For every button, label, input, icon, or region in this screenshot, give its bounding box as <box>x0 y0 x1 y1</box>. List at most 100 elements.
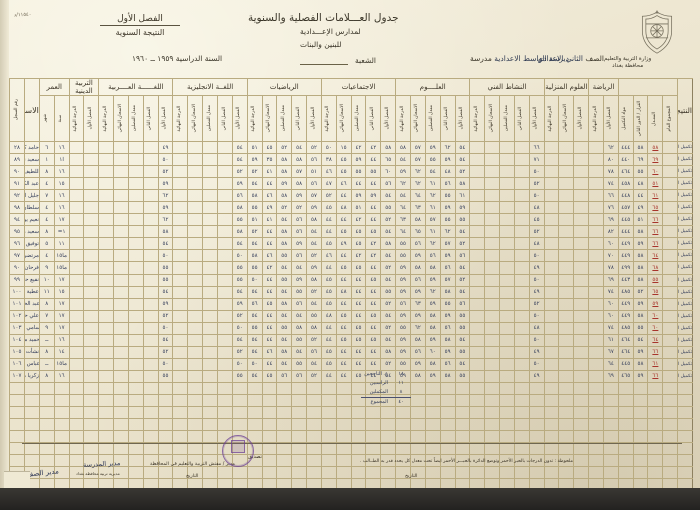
grade-cell: ٥٥ <box>395 357 411 371</box>
subheader-label: الدرجة النهائية <box>548 105 554 132</box>
registry-number-cell: ٩٨ <box>8 201 26 215</box>
table-row[interactable]: تكميل الرياضيات٦٦٥٩٤٦٥٦٩٤٩٥٥٥٨٥٩٥٨٥٩٥٤٤٤… <box>8 369 693 383</box>
grade-cell <box>662 345 679 359</box>
grade-cell <box>98 406 115 420</box>
grade-cell: ٥٩ <box>424 140 441 155</box>
grade-cell: ٥٧ <box>291 165 308 179</box>
grade-cell <box>320 393 337 408</box>
grade-cell <box>142 357 159 371</box>
table-row[interactable]: تكميل العلوم والرياضيات٦٥٤٩٤٥٧٧٦٤٨٥٩٥٩٦١… <box>8 201 693 215</box>
grade-cell <box>469 430 486 444</box>
grade-cell: ٥٩ <box>632 345 649 359</box>
table-row-empty[interactable] <box>8 466 693 480</box>
grade-cell: ١٧ <box>53 273 70 287</box>
grade-cell: ٤٤٩ <box>617 297 634 311</box>
grade-cell <box>320 381 337 395</box>
table-row-empty[interactable] <box>8 381 693 395</box>
grade-cell: ٦٢ <box>409 177 426 191</box>
subheader-label: معدل الفصلين <box>206 105 212 132</box>
table-row[interactable]: تكميل الرياضيات٦٦٥١٤٤٥٦٩٤٥٥٥٥٥٥٧٥٨٦٣٥٢٤٤… <box>8 213 693 227</box>
grade-cell: ٥٠ <box>528 165 545 179</box>
grade-cell <box>187 333 204 347</box>
table-row[interactable]: تكميل الرياضيات٦٤٥٨٤٤٩٧٠٥٠٥٦٥٩٥٦٥٩٥٥٥٤٤٢… <box>8 249 693 263</box>
grade-cell: ٤٨ <box>632 177 649 191</box>
table-row[interactable]: تكميل الرياضيات٦٦٥٩٤٦٤٦٧٤٩٥٥٥٩٦٠٥٦٥٩٥٨٤٤… <box>8 345 693 359</box>
table-row-empty[interactable] <box>8 418 693 432</box>
grade-cell <box>484 189 501 203</box>
grade-cell: ٤١ <box>261 213 278 227</box>
grade-cell <box>172 237 189 251</box>
grade-cell <box>172 273 189 287</box>
table-row[interactable]: تكميل الرياضيات٦٥٥٢٤٨٥٧٤٤٩٥٤٥٨٦٢٥٩٥٩٥٥٤٤… <box>8 285 693 299</box>
grade-cell <box>68 261 85 275</box>
grade-cell <box>499 213 515 227</box>
grade-cell <box>53 418 70 432</box>
grade-cell <box>217 237 233 251</box>
grade-cell <box>543 393 560 408</box>
table-row[interactable]: تكميل الجغرافية والعلوم٦٩٦٩٤٤٠٨٠٧١٥٤٥٩٥٥… <box>8 153 693 167</box>
table-row-empty[interactable] <box>8 393 693 408</box>
table-row[interactable]: تكميل الرياضيات٦٦٥٩٤٤٩٦٠٤٨٥٢٥٧٦٢٥٦٥٥٥٨٤٢… <box>8 237 693 251</box>
table-row-empty[interactable] <box>8 430 693 444</box>
grade-cell: ٧ <box>38 189 55 203</box>
grade-cell <box>127 418 144 432</box>
grade-cell: ما١٥ <box>53 249 70 263</box>
grade-cell: ٥٩ <box>424 369 441 383</box>
table-row[interactable]: تكميل الرياضيات٥٥٥٨٤٤٣٦٩٥٠٥٢٥٧٥٩٥٦٥٩٥٤٤٥… <box>8 273 693 287</box>
grade-cell: ٤٤ <box>335 321 352 335</box>
grade-cell <box>187 345 204 359</box>
grade-cell <box>632 418 649 432</box>
grade-cell: ٥٨ <box>454 177 471 191</box>
grade-cell: ٥٥ <box>454 213 471 227</box>
grade-cell: ٥٤ <box>276 213 293 227</box>
grade-cell: ٥٩ <box>291 237 308 251</box>
table-row[interactable]: تكميل الرياضيات والعلوم٦٠٥٥٤٦٤٧٨٥٠٥٢٤٨٥٤… <box>8 165 693 179</box>
grade-cell <box>469 140 486 155</box>
grade-cell <box>573 273 590 287</box>
grade-cell: ٥٥ <box>380 285 397 299</box>
grade-cell: ٤٥ <box>350 237 367 251</box>
grade-cell <box>469 345 486 359</box>
grade-cell: ٤٩ <box>528 369 545 383</box>
term-label: الفصل الأول <box>117 14 163 24</box>
grade-cell <box>469 213 486 227</box>
grade-cell <box>98 345 115 359</box>
table-row[interactable]: تكميل الرياضيات٦٤٥٤٤٦٤٦١٥٠٥٤٥٨٥٩٥٨٥٩٥٤٤٥… <box>8 333 693 347</box>
grade-cell: ٤٨ <box>528 201 545 215</box>
grade-cell <box>662 237 679 251</box>
grade-cell <box>53 430 70 444</box>
grade-cell <box>484 177 501 191</box>
grade-cell: ٥٩ <box>395 273 411 287</box>
subheader-label: سنة <box>58 114 64 123</box>
table-row[interactable]: تكميل الرياضيات٦١٤٤٤٤٨٦٦٥٠٦١٥٥٦٢٦٤٥٤٥٤٥٩… <box>8 189 693 203</box>
grade-cell <box>38 418 55 432</box>
grade-cell <box>68 369 85 383</box>
table-row[interactable]: تكميل الرياضيات٦٠٥٨٤٤٩٦٠٥٠٥٥٥٩٥٨٥٩٥٩٥٤٤٥… <box>8 309 693 323</box>
registry-number-cell: ١٠٥ <box>8 345 26 359</box>
grade-cell: ٤٥ <box>335 333 352 347</box>
grade-cell: ٤٤ <box>365 201 382 215</box>
footer-tasdiq-label: تصديق <box>248 454 262 460</box>
grade-cell: ٥٩ <box>439 249 456 263</box>
subheader-label: معدل الفصلين <box>355 105 361 132</box>
grade-cell: ٦٢ <box>409 165 426 179</box>
table-row[interactable]: تكميل الرياضيات٥٨٥٨٤٤٤٦٢٦٦٥٤٦٢٥٩٥٧٥٨٥٨٤٢… <box>8 140 693 155</box>
grade-cell: ٥٨ <box>409 333 426 347</box>
table-row[interactable]: تكميل الرياضيات٦٨٥٨٤٩٩٧٨٤٩٥٤٥٦٥٨٥٨٥٩٥٢٤٤… <box>8 261 693 275</box>
grade-cell <box>83 369 100 383</box>
table-row[interactable]: تكميل الرياضيات٥٩٥٩٤٤٩٦٠٥٢٥٦٥٥٥٩٦٣٥٦٥٢٤٤… <box>8 297 693 311</box>
table-row-empty[interactable] <box>8 406 693 420</box>
table-row[interactable]: تكميل الرياضيات٦٠٥٥٤٨٥٧٤٤٨٥٥٥٦٥٨٦٢٥٥٥٢٤٤… <box>8 321 693 335</box>
table-row[interactable]: تكميل الرياضيات٦١٥٨٤٤٥٦٤٥٠٥٤٥٦٥٨٥٩٥٥٥٢٤٤… <box>8 357 693 371</box>
grade-cell: ٥٤ <box>454 153 471 167</box>
grade-cell: ١٦ <box>53 333 70 347</box>
grade-cell <box>662 165 679 179</box>
student-name-cell: سعيد محمد فالح <box>24 225 40 239</box>
grade-cell: ٥٦ <box>306 345 322 359</box>
grade-cell: ٥٦ <box>439 321 456 335</box>
grade-cell <box>83 249 100 263</box>
table-row[interactable]: تكميل الرياضيات٥١٤٨٤٥٨٧٤٥٢٥٨٥٦٦١٦٢٦٢٥٦٤٤… <box>8 177 693 191</box>
grade-cell <box>113 225 129 239</box>
table-row[interactable]: تكميل الرياضيات والعلوم٦٦٥٨٤٤٤٨٢٥٢٥٤٦٢٦١… <box>8 225 693 239</box>
grade-cell: ٥٩ <box>350 153 367 167</box>
